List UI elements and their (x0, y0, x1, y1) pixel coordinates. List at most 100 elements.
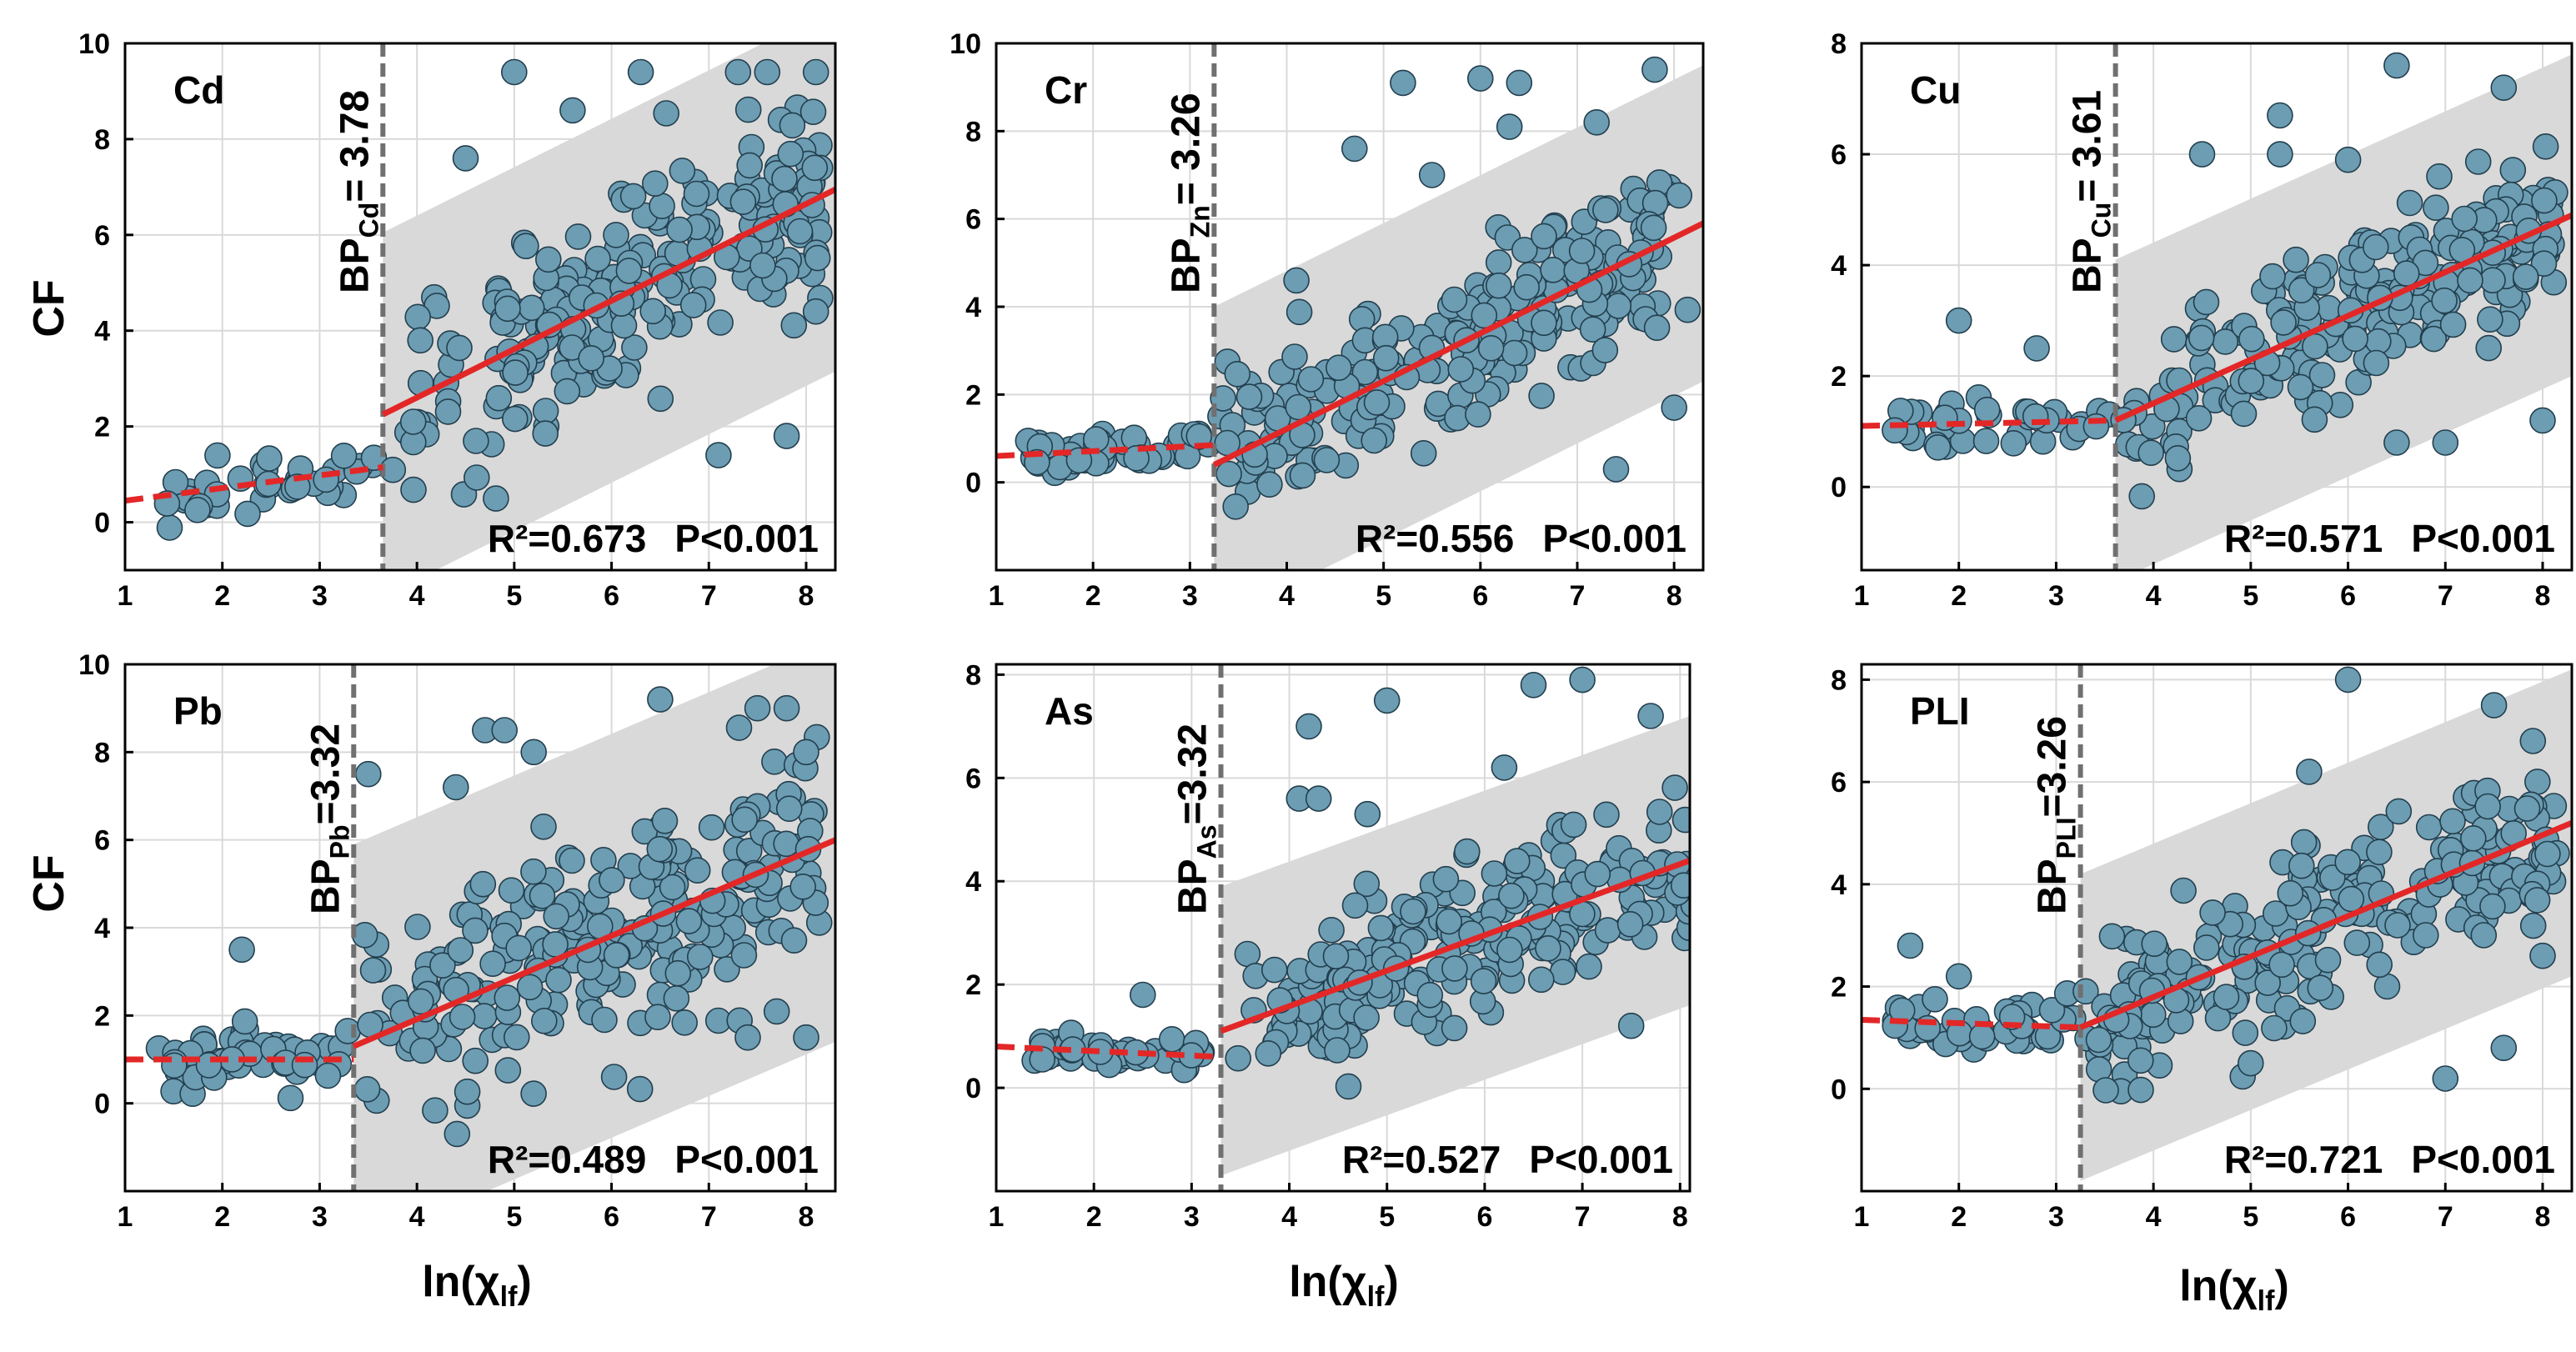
element-label: Cd (173, 68, 224, 112)
bp-label-main: BP (1171, 859, 1215, 914)
data-point (429, 952, 456, 979)
data-point (520, 1080, 547, 1107)
y-tick-label: 2 (965, 379, 981, 411)
data-point (2185, 404, 2213, 432)
data-point (684, 857, 711, 884)
data-point (799, 98, 827, 125)
x-tick-label: 1 (1854, 580, 1870, 612)
data-point (2531, 187, 2558, 214)
data-point (2213, 984, 2240, 1010)
y-tick-label: 8 (1831, 664, 1847, 696)
stats-r2: R²=0.721 (2224, 1138, 2383, 1181)
data-point (2287, 373, 2314, 401)
left-fit-line (995, 1044, 1221, 1060)
data-point (231, 1008, 258, 1035)
data-point (2512, 263, 2539, 290)
data-point (1661, 774, 1688, 801)
data-point (2261, 1014, 2288, 1042)
x-tick-label: 6 (604, 580, 619, 612)
data-point (2308, 362, 2336, 388)
data-point (1454, 838, 1481, 865)
data-point (407, 988, 434, 1015)
data-point (2523, 887, 2551, 914)
x-axis-label-sub: lf (500, 1281, 518, 1313)
data-point (359, 957, 387, 984)
right-fit-line (1212, 220, 1703, 468)
data-point (2530, 250, 2558, 278)
breakpoint-label: BPPLI=3.26 (2031, 716, 2082, 914)
data-point (1361, 427, 1387, 454)
data-point (559, 97, 586, 124)
data-point (494, 984, 521, 1011)
data-point (1353, 870, 1381, 898)
data-point (1418, 162, 1446, 188)
y-tick-label: 0 (94, 1089, 110, 1120)
data-point (1569, 666, 1596, 694)
data-point (277, 1084, 304, 1112)
data-point (1441, 286, 1468, 313)
element-label: Cu (1910, 68, 1961, 112)
data-point (2343, 929, 2371, 956)
data-point (1671, 806, 1690, 834)
data-point (2477, 306, 2503, 333)
y-tick-label: 4 (965, 866, 981, 898)
data-point (2199, 899, 2226, 926)
data-point (2127, 1047, 2154, 1074)
data-point (1313, 447, 1341, 473)
stats-label: R²=0.527 P<0.001 (1342, 1138, 1673, 1181)
y-tick-label: 4 (94, 316, 110, 348)
y-tick-label: 4 (1831, 250, 1847, 282)
stats-r2: R²=0.489 (488, 1138, 647, 1181)
data-point (1447, 356, 1475, 383)
element-label: PLI (1910, 689, 1970, 733)
data-point (462, 1047, 489, 1074)
data-point (434, 398, 462, 425)
data-point (779, 112, 806, 139)
x-tick-label: 8 (799, 1201, 814, 1233)
data-point (404, 914, 431, 940)
data-point (2366, 951, 2393, 979)
scatter-points (153, 58, 834, 541)
data-point (2085, 1026, 2112, 1054)
data-point (1432, 865, 1460, 893)
data-point (1486, 272, 1512, 299)
data-point (2490, 74, 2518, 101)
data-point (2439, 311, 2467, 338)
data-point (532, 420, 559, 447)
bp-label-main: BP (2031, 859, 2075, 914)
right-fit-line (352, 837, 835, 1049)
x-tick-label: 8 (799, 580, 814, 612)
data-point (649, 193, 675, 219)
x-tick-label: 6 (604, 1201, 619, 1233)
data-point (2431, 287, 2458, 314)
breakpoint-label: BPZn= 3.26 (1164, 93, 1215, 293)
y-tick-label: 0 (965, 468, 981, 499)
data-point (2193, 288, 2220, 316)
x-axis-label-close: ) (517, 1258, 531, 1306)
data-point (1945, 963, 1972, 990)
data-point (2137, 439, 2164, 467)
data-point (698, 814, 725, 841)
data-point (1373, 687, 1401, 714)
data-point (1491, 754, 1518, 781)
data-point (2413, 922, 2439, 949)
data-point (744, 694, 771, 722)
data-point (749, 252, 776, 279)
x-axis-label-main: ln(χ (1289, 1258, 1367, 1306)
data-point (494, 295, 521, 323)
data-point (663, 985, 690, 1012)
data-point (603, 942, 630, 969)
data-point (463, 428, 489, 454)
data-point (1531, 309, 1557, 337)
data-point (610, 312, 638, 339)
data-point (2290, 829, 2318, 856)
x-tick-label: 5 (2243, 1201, 2258, 1233)
data-point (446, 334, 473, 362)
data-point (1513, 273, 1540, 301)
data-point (1416, 982, 1444, 1009)
data-point (554, 378, 581, 405)
data-point (1674, 296, 1701, 323)
data-point (1390, 69, 1416, 97)
